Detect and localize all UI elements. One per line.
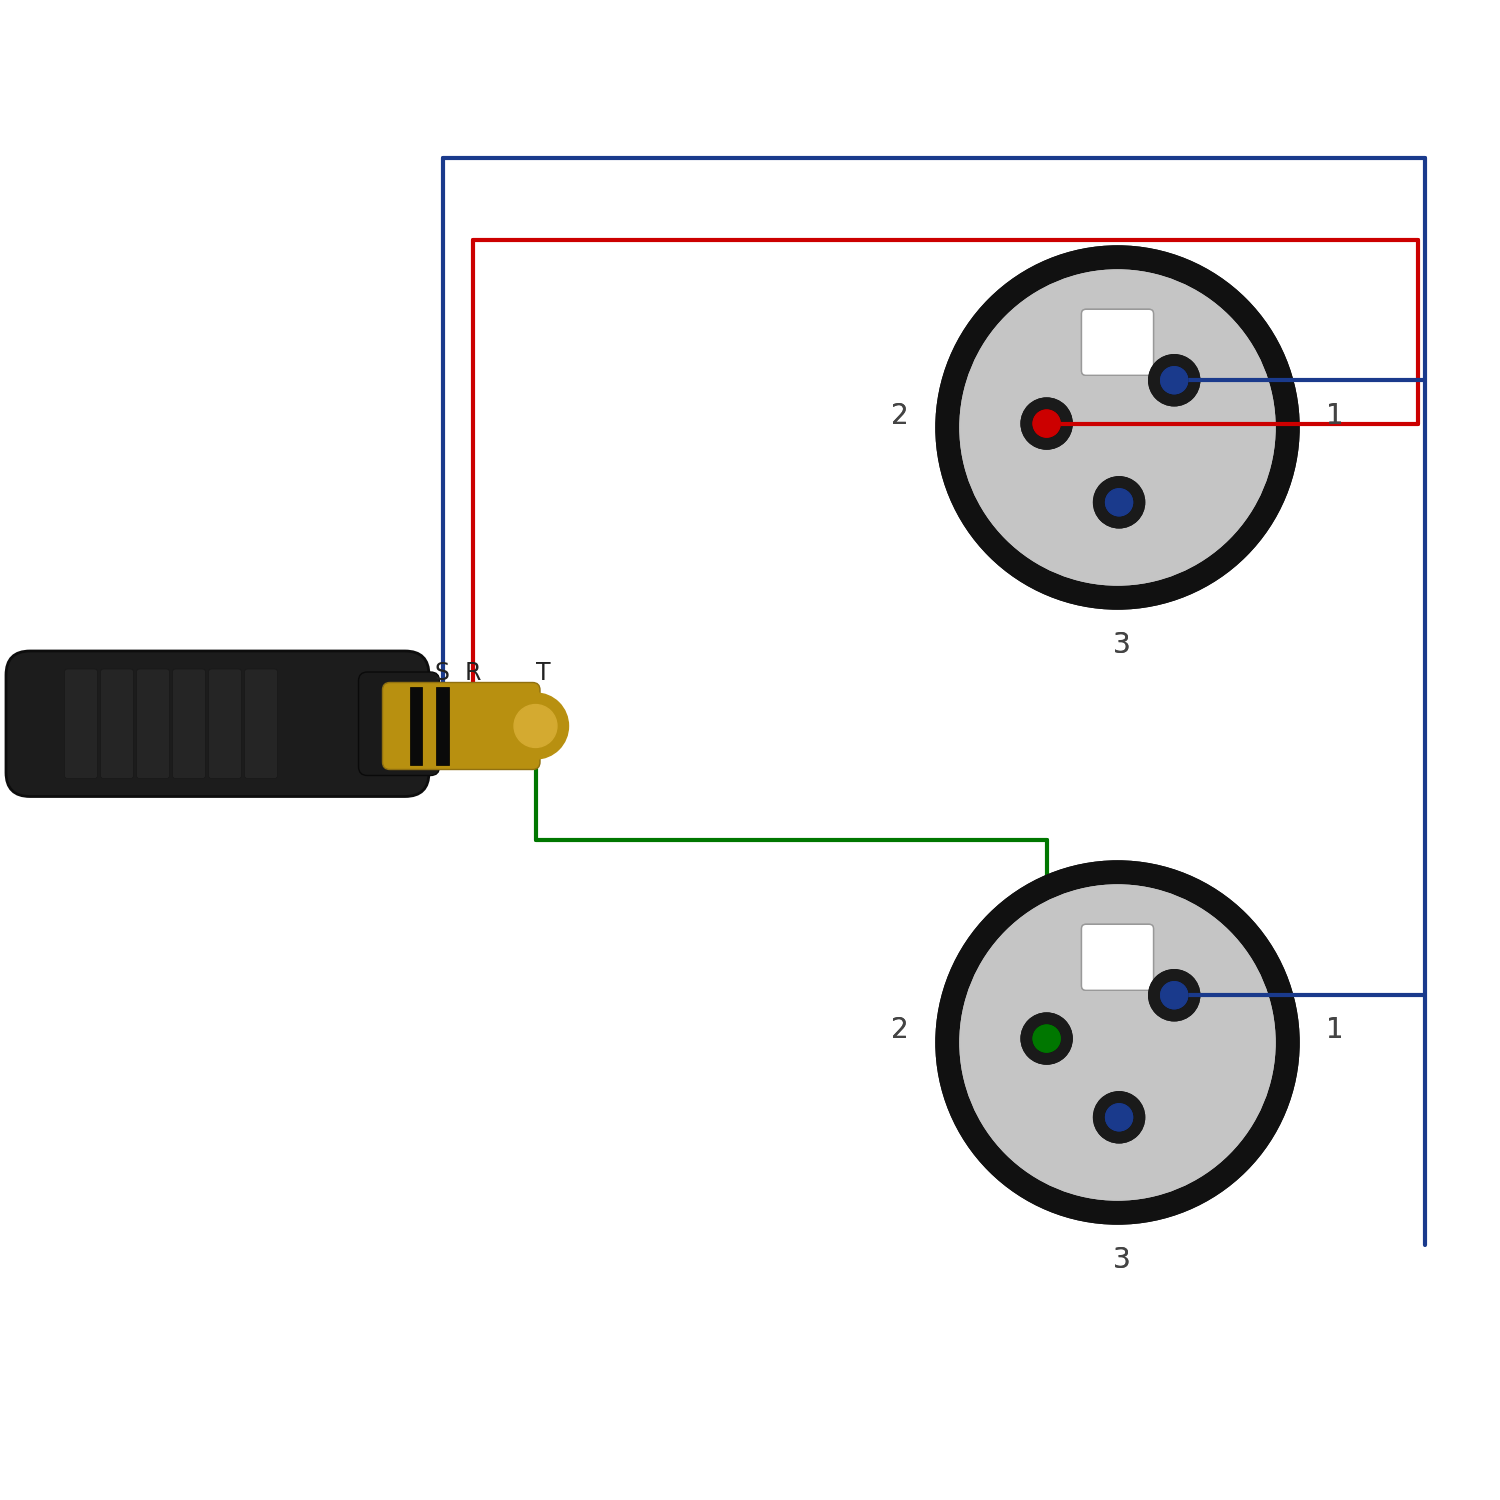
Circle shape xyxy=(1106,1104,1132,1131)
Text: 2: 2 xyxy=(891,402,909,429)
Circle shape xyxy=(1106,489,1132,516)
Circle shape xyxy=(936,246,1299,609)
Circle shape xyxy=(1106,489,1132,516)
Text: 2: 2 xyxy=(891,402,909,429)
Circle shape xyxy=(1094,1092,1144,1143)
Text: 3: 3 xyxy=(1113,632,1131,658)
Circle shape xyxy=(936,861,1299,1224)
Text: S: S xyxy=(435,662,450,686)
Text: T: T xyxy=(536,662,550,686)
Text: 3: 3 xyxy=(1113,1246,1131,1274)
Text: 3: 3 xyxy=(1113,1246,1131,1274)
Circle shape xyxy=(1022,398,1072,448)
Circle shape xyxy=(1022,1013,1072,1064)
FancyBboxPatch shape xyxy=(382,682,540,770)
Text: 1: 1 xyxy=(1326,1017,1344,1044)
FancyBboxPatch shape xyxy=(410,687,422,765)
Circle shape xyxy=(1161,368,1188,394)
Text: 1: 1 xyxy=(1326,402,1344,429)
Circle shape xyxy=(936,246,1299,609)
FancyBboxPatch shape xyxy=(244,669,278,778)
Circle shape xyxy=(1161,368,1188,394)
FancyBboxPatch shape xyxy=(436,687,448,765)
FancyBboxPatch shape xyxy=(64,669,98,778)
Circle shape xyxy=(514,705,556,747)
Circle shape xyxy=(1034,1024,1060,1051)
Circle shape xyxy=(1034,410,1060,436)
Circle shape xyxy=(1034,1024,1060,1051)
Text: 1: 1 xyxy=(1326,1017,1344,1044)
Circle shape xyxy=(1161,368,1188,394)
Circle shape xyxy=(1149,356,1200,407)
Circle shape xyxy=(1022,398,1072,448)
Circle shape xyxy=(1161,982,1188,1008)
Circle shape xyxy=(1149,969,1200,1020)
FancyBboxPatch shape xyxy=(358,672,440,776)
Circle shape xyxy=(1022,1013,1072,1064)
Circle shape xyxy=(1161,982,1188,1008)
Circle shape xyxy=(1161,982,1188,1008)
Circle shape xyxy=(503,693,568,759)
Circle shape xyxy=(1034,410,1060,436)
Text: 3: 3 xyxy=(1113,632,1131,658)
Circle shape xyxy=(960,885,1275,1200)
Circle shape xyxy=(1106,489,1132,516)
Circle shape xyxy=(1094,477,1144,528)
Circle shape xyxy=(1094,1092,1144,1143)
Circle shape xyxy=(1094,477,1144,528)
FancyBboxPatch shape xyxy=(1082,309,1154,375)
Circle shape xyxy=(1034,1024,1060,1051)
Text: 2: 2 xyxy=(891,1017,909,1044)
Circle shape xyxy=(960,270,1275,585)
Text: R: R xyxy=(465,662,480,686)
Circle shape xyxy=(1161,368,1188,394)
Circle shape xyxy=(1149,356,1200,407)
Text: 2: 2 xyxy=(891,1017,909,1044)
Circle shape xyxy=(1106,489,1132,516)
FancyBboxPatch shape xyxy=(1082,924,1154,990)
Circle shape xyxy=(1106,1104,1132,1131)
Circle shape xyxy=(1034,1024,1060,1051)
Circle shape xyxy=(1106,1104,1132,1131)
FancyBboxPatch shape xyxy=(6,651,429,796)
FancyBboxPatch shape xyxy=(136,669,170,778)
FancyBboxPatch shape xyxy=(1082,309,1154,375)
Circle shape xyxy=(1034,410,1060,436)
Circle shape xyxy=(1106,1104,1132,1131)
Circle shape xyxy=(1034,410,1060,436)
FancyBboxPatch shape xyxy=(172,669,206,778)
FancyBboxPatch shape xyxy=(209,669,242,778)
Circle shape xyxy=(1161,982,1188,1008)
FancyBboxPatch shape xyxy=(100,669,134,778)
Text: 1: 1 xyxy=(1326,402,1344,429)
Circle shape xyxy=(960,270,1275,585)
FancyBboxPatch shape xyxy=(1082,924,1154,990)
Circle shape xyxy=(960,885,1275,1200)
Circle shape xyxy=(1149,969,1200,1020)
Circle shape xyxy=(936,861,1299,1224)
